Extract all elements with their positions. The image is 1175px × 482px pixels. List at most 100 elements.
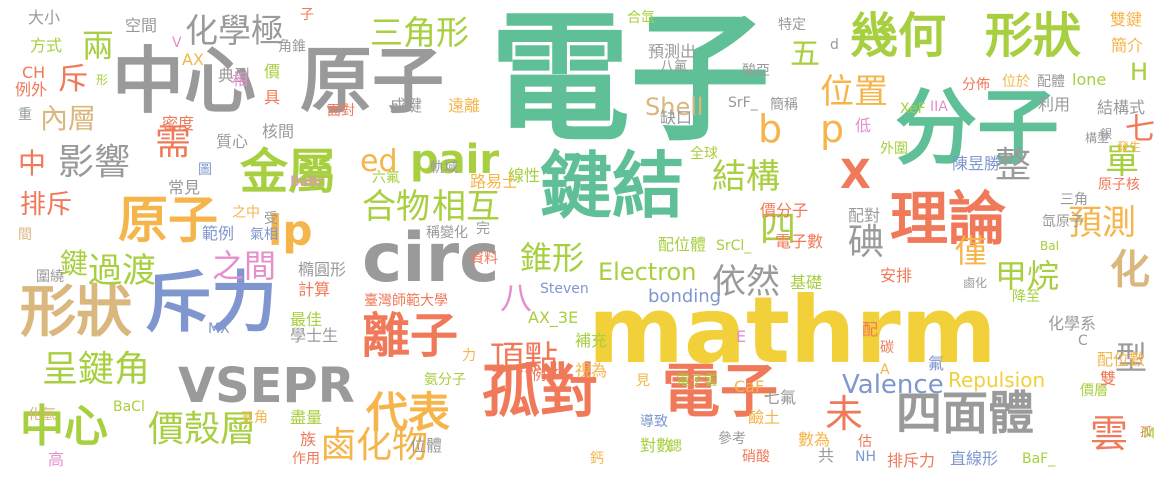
cloud-word: 離子 xyxy=(362,308,459,364)
cloud-word: 化學系 xyxy=(1048,314,1097,333)
cloud-word: 化氫 xyxy=(28,407,56,423)
cloud-word: 例子 xyxy=(532,368,560,384)
cloud-word: 電子雲 xyxy=(676,373,718,389)
cloud-word: 密度 xyxy=(162,114,195,133)
cloud-word: 遠離 xyxy=(448,96,481,115)
cloud-word: 配對 xyxy=(848,206,881,225)
cloud-word: 電子數 xyxy=(775,232,824,251)
cloud-word: Repulsion xyxy=(948,368,1046,392)
cloud-word: 位體 xyxy=(410,436,443,455)
cloud-word: 具 xyxy=(264,88,281,107)
cloud-word: 補充 xyxy=(575,331,608,350)
cloud-word: A xyxy=(880,362,890,378)
cloud-word: 大小 xyxy=(28,8,61,27)
cloud-word: 分子 xyxy=(895,81,1060,176)
cloud-word: 利用 xyxy=(1038,95,1071,114)
cloud-word: V xyxy=(172,35,182,51)
cloud-word: ed xyxy=(360,144,398,179)
cloud-word: 結構 xyxy=(712,157,780,197)
cloud-word: 理論 xyxy=(890,185,1007,253)
cloud-word: 方式 xyxy=(30,36,63,55)
cloud-word: 雙 xyxy=(1100,369,1117,388)
cloud-word: 簡介 xyxy=(1111,36,1144,55)
cloud-word: 型 xyxy=(1115,339,1148,377)
cloud-word: 銀 xyxy=(1100,127,1113,141)
cloud-word: 碳 xyxy=(880,340,894,356)
cloud-word: 降至 xyxy=(1012,289,1040,305)
cloud-word: 之中 xyxy=(232,205,260,221)
cloud-word: 兩 xyxy=(82,27,115,65)
cloud-word: 中心 xyxy=(112,39,257,123)
cloud-word: X xyxy=(840,152,871,198)
cloud-word: 電子 xyxy=(490,0,771,161)
cloud-word: VSEPR xyxy=(178,358,355,414)
cloud-word: 鍶 xyxy=(668,439,682,455)
cloud-word: 中 xyxy=(18,147,47,180)
cloud-word: pair xyxy=(410,137,500,183)
cloud-word: 雲 xyxy=(1090,412,1129,456)
cloud-word: 相 xyxy=(232,70,249,89)
cloud-word: SrCl_ xyxy=(716,238,752,254)
cloud-word: 受 xyxy=(264,211,278,227)
cloud-word: 氨分子 xyxy=(424,372,466,388)
cloud-word: 數為 xyxy=(798,430,831,449)
cloud-word: 氙原子 xyxy=(1042,214,1084,230)
cloud-word: 甲烷 xyxy=(995,257,1060,295)
cloud-word: 原子核 xyxy=(1098,177,1140,193)
cloud-word: 構型 xyxy=(1085,131,1110,145)
cloud-word: 缺口 xyxy=(660,108,693,127)
cloud-word: 陳昱勝 xyxy=(952,154,1001,173)
cloud-word: 僅 xyxy=(955,232,988,270)
cloud-word: 未 xyxy=(825,392,864,436)
cloud-word: 五角 xyxy=(240,410,268,426)
cloud-word: 預測 xyxy=(1068,203,1136,243)
cloud-word: 典型 xyxy=(218,66,251,85)
cloud-word: 斥力 xyxy=(145,264,277,341)
cloud-word: 需 xyxy=(155,122,192,163)
cloud-word: 間 xyxy=(18,227,32,243)
cloud-word: 呈鍵角 xyxy=(42,349,151,390)
cloud-word: 配體 xyxy=(1037,74,1065,90)
cloud-word: Valence xyxy=(842,370,944,400)
cloud-word: 見 xyxy=(636,373,650,389)
cloud-word: AX_3E xyxy=(528,308,579,327)
cloud-word: 形 xyxy=(96,73,109,87)
cloud-word: Shell xyxy=(645,93,704,121)
cloud-word: 特定 xyxy=(778,17,806,33)
cloud-word: 過渡 xyxy=(88,251,156,291)
cloud-word: 例外 xyxy=(15,80,48,99)
cloud-word: Steven xyxy=(540,281,589,297)
cloud-word: 導致 xyxy=(640,414,668,430)
cloud-word: 排斥 xyxy=(20,190,73,220)
cloud-word: 計算 xyxy=(298,280,331,299)
cloud-word: 價層 xyxy=(1080,383,1108,399)
cloud-word: SrF_ xyxy=(728,95,758,111)
cloud-word: 相互 xyxy=(432,187,500,227)
cloud-word: 資料 xyxy=(470,251,498,267)
cloud-word: 外圍 xyxy=(880,141,908,157)
cloud-word: MX xyxy=(208,321,230,337)
cloud-word: 斥 xyxy=(58,62,88,97)
cloud-word: d xyxy=(830,37,839,53)
cloud-word: 三角形 xyxy=(370,13,469,52)
cloud-word: 作用 xyxy=(292,451,320,467)
cloud-word: 八 xyxy=(500,279,533,317)
cloud-word: 面對 xyxy=(327,103,355,119)
cloud-word: 鹵化 xyxy=(963,276,988,290)
cloud-word: 內層 xyxy=(40,102,97,135)
cloud-word: C xyxy=(1078,333,1088,349)
cloud-word: E xyxy=(736,327,747,346)
cloud-word: 之間 xyxy=(212,247,277,285)
cloud-word: 線性 xyxy=(508,166,541,185)
cloud-word: 四面體 xyxy=(896,386,1034,440)
cloud-word: NH xyxy=(855,449,876,465)
cloud-word: 低 xyxy=(855,116,872,135)
cloud-word: circ xyxy=(362,219,500,298)
cloud-word: 七 xyxy=(1125,112,1155,147)
cloud-word: 核間 xyxy=(262,122,295,141)
cloud-word: 五 xyxy=(790,37,820,72)
cloud-word: 重 xyxy=(18,107,32,123)
cloud-word: 依然 xyxy=(712,262,780,302)
cloud-word: 配位數 xyxy=(1097,350,1146,369)
